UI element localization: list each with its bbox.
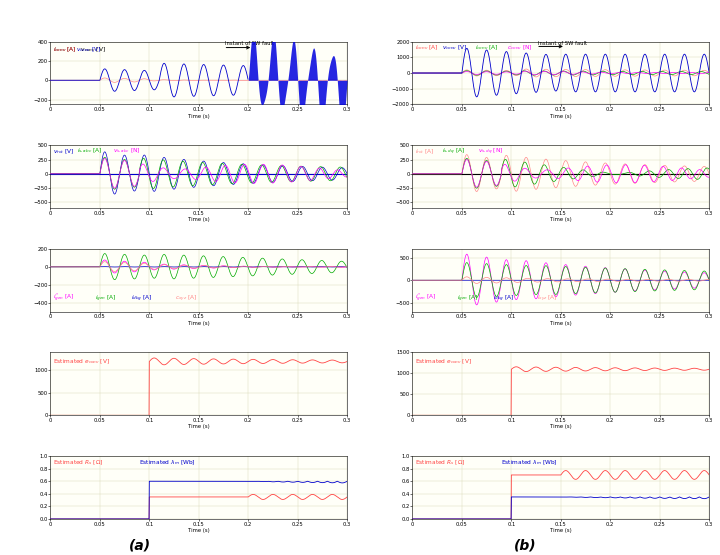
Text: $\it{i_{s,abc}}$ [A]: $\it{i_{s,abc}}$ [A]	[77, 147, 102, 155]
Text: $\it{v_{rot}}$ [V]: $\it{v_{rot}}$ [V]	[53, 147, 75, 156]
X-axis label: Time (s): Time (s)	[550, 114, 572, 119]
Text: $\it{i_{gen}^*}$ [A]: $\it{i_{gen}^*}$ [A]	[415, 292, 437, 304]
Text: Estimated $\it{\lambda_m}$ [Wb]: Estimated $\it{\lambda_m}$ [Wb]	[501, 458, 558, 467]
Text: Instant of SW fault: Instant of SW fault	[538, 41, 588, 46]
Text: $\it{i_{conv}}$ [A]   $\it{v_{conv}}$ [V]: $\it{i_{conv}}$ [A] $\it{v_{conv}}$ [V]	[53, 45, 107, 54]
Text: (b): (b)	[514, 538, 537, 552]
Text: $\it{v_{s,dq}}$ [N]: $\it{v_{s,dq}}$ [N]	[478, 147, 503, 157]
Text: $\it{i_{dbg}}$ [A]: $\it{i_{dbg}}$ [A]	[130, 294, 152, 304]
Text: $\it{v_{conv}}$ [V]: $\it{v_{conv}}$ [V]	[76, 45, 101, 54]
Text: $\it{i_{xyz}}$ [A]: $\it{i_{xyz}}$ [A]	[537, 294, 558, 304]
Text: $\it{v_{conv}}$ [V]: $\it{v_{conv}}$ [V]	[442, 43, 467, 52]
X-axis label: Time (s): Time (s)	[188, 425, 210, 430]
X-axis label: Time (s): Time (s)	[188, 217, 210, 222]
Text: $\it{i_{gen}}$ [A]: $\it{i_{gen}}$ [A]	[457, 294, 479, 304]
X-axis label: Time (s): Time (s)	[550, 528, 572, 533]
Text: Instant of SW fault: Instant of SW fault	[225, 42, 274, 47]
Text: $\it{i_{gen}^*}$ [A]: $\it{i_{gen}^*}$ [A]	[53, 292, 75, 304]
Text: $\it{i_{conv}}$ [A]: $\it{i_{conv}}$ [A]	[474, 43, 498, 52]
Text: Estimated $\it{e_{conv}}$ [V]: Estimated $\it{e_{conv}}$ [V]	[53, 357, 110, 366]
Text: Estimated $\it{R_s}$ [$\Omega$]: Estimated $\it{R_s}$ [$\Omega$]	[53, 458, 104, 467]
X-axis label: Time (s): Time (s)	[188, 528, 210, 533]
Text: $\it{i_{s,dq}}$ [A]: $\it{i_{s,dq}}$ [A]	[442, 147, 465, 157]
Text: $\it{i_{conv}}$ [A]: $\it{i_{conv}}$ [A]	[53, 45, 77, 54]
X-axis label: Time (s): Time (s)	[550, 321, 572, 326]
X-axis label: Time (s): Time (s)	[550, 425, 572, 430]
Text: Estimated $\it{\lambda_m}$ [Wb]: Estimated $\it{\lambda_m}$ [Wb]	[140, 458, 196, 467]
Text: $\it{i_{gen}}$ [A]: $\it{i_{gen}}$ [A]	[95, 294, 117, 304]
X-axis label: Time (s): Time (s)	[188, 321, 210, 326]
X-axis label: Time (s): Time (s)	[188, 114, 210, 119]
Text: (a): (a)	[130, 538, 151, 552]
Text: $\it{c_{conv}}$ [N]: $\it{c_{conv}}$ [N]	[508, 43, 533, 52]
X-axis label: Time (s): Time (s)	[550, 217, 572, 222]
Text: $\it{i_{rot}}$ [A]: $\it{i_{rot}}$ [A]	[415, 147, 435, 156]
Text: $\it{i_{conv}}$ [A]: $\it{i_{conv}}$ [A]	[415, 43, 439, 52]
Text: Estimated $\it{e_{conv}}$ [V]: Estimated $\it{e_{conv}}$ [V]	[415, 357, 472, 366]
Text: Estimated $\it{R_s}$ [$\Omega$]: Estimated $\it{R_s}$ [$\Omega$]	[415, 458, 466, 467]
Text: $\it{c_{xyz}}$ [A]: $\it{c_{xyz}}$ [A]	[175, 294, 197, 304]
Text: $\it{i_{dbg}}$ [A]: $\it{i_{dbg}}$ [A]	[492, 294, 514, 304]
Text: $\it{v_{s,abc}}$ [N]: $\it{v_{s,abc}}$ [N]	[113, 147, 140, 155]
